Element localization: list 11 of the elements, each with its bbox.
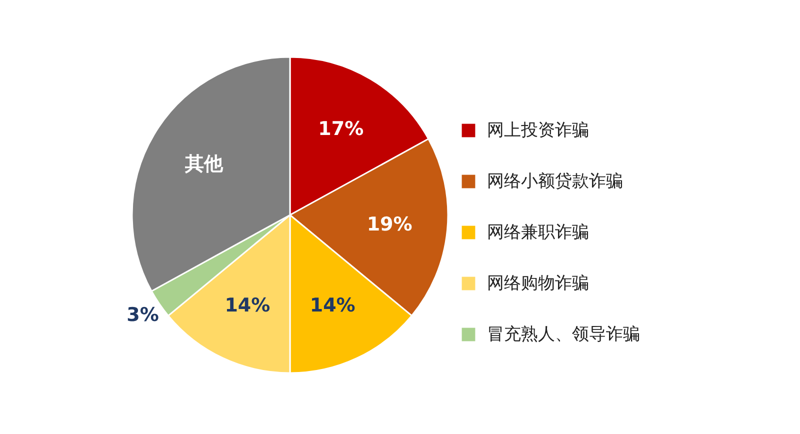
data-label: 3%	[126, 304, 159, 326]
data-label: 14%	[310, 294, 356, 316]
slice-label: 其他	[184, 153, 224, 176]
legend-label: 网络小额贷款诈骗	[487, 172, 623, 192]
data-label: 17%	[318, 118, 364, 140]
data-label: 14%	[224, 294, 270, 316]
legend-label: 网上投资诈骗	[487, 120, 589, 140]
legend-label: 网络购物诈骗	[487, 274, 589, 294]
legend-label: 冒充熟人、领导诈骗	[487, 324, 640, 344]
legend-label: 网络兼职诈骗	[487, 222, 589, 242]
data-label: 19%	[366, 213, 412, 236]
